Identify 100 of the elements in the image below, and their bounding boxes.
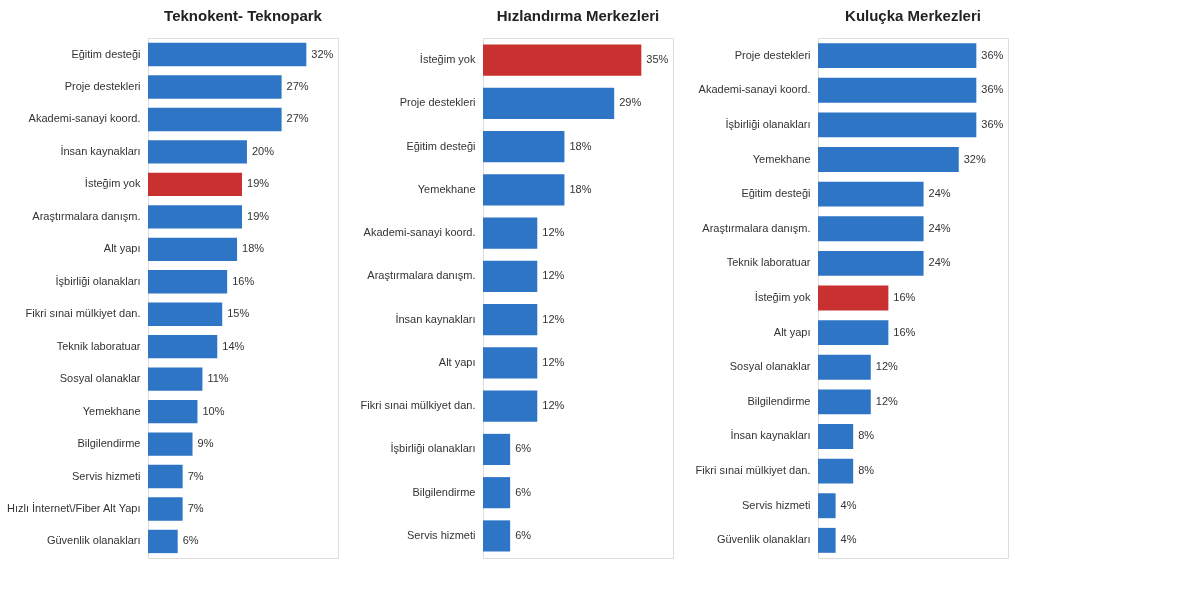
bar — [818, 389, 871, 415]
y-tick-label: Proje destekleri — [399, 96, 476, 109]
data-label: 12% — [875, 360, 899, 373]
y-tick-label: İsteğim yok — [754, 291, 811, 303]
data-label: 32% — [963, 152, 986, 165]
bar — [818, 285, 889, 311]
bar — [148, 302, 223, 326]
y-tick-label: İşbirliği olanakları — [390, 442, 476, 455]
data-label: 6% — [182, 534, 199, 547]
y-tick-label: Teknik laboratuar — [726, 256, 811, 269]
data-label: 35% — [646, 53, 669, 66]
data-label: 12% — [542, 399, 565, 412]
data-label: 36% — [981, 48, 1004, 61]
bar — [483, 217, 538, 249]
chart-title: Teknokent- Teknopark — [164, 7, 323, 24]
data-label: 12% — [542, 355, 565, 368]
y-tick-label: İsteğim yok — [419, 53, 476, 66]
y-tick-label: İnsan kaynakları — [60, 144, 141, 157]
y-tick-label: İnsan kaynakları — [395, 312, 476, 325]
bar — [818, 43, 977, 69]
data-label: 12% — [542, 226, 565, 239]
data-label: 4% — [840, 533, 857, 546]
bar — [148, 75, 282, 99]
y-tick-label: Sosyal olanaklar — [729, 360, 811, 373]
bar — [148, 432, 193, 456]
data-label: 12% — [542, 312, 565, 325]
data-label: 19% — [247, 209, 270, 222]
y-tick-label: Bilgilendirme — [747, 394, 811, 407]
data-label: 14% — [222, 339, 245, 352]
data-label: 12% — [875, 394, 899, 407]
data-label: 16% — [893, 325, 916, 338]
bar — [818, 458, 854, 484]
data-label: 6% — [515, 485, 532, 498]
data-label: 19% — [247, 177, 270, 190]
data-label: 16% — [232, 274, 255, 287]
bar — [148, 464, 183, 489]
y-tick-label: Alt yapı — [438, 355, 476, 368]
bar — [483, 260, 538, 292]
y-tick-label: Hızlı İnternet\/Fiber Alt Yapı — [7, 501, 141, 514]
y-tick-label: Fikri sınai mülkiyet dan. — [695, 464, 811, 477]
y-tick-label: Eğitim desteği — [71, 47, 141, 60]
y-tick-label: Akademi-sanayi koord. — [28, 112, 141, 125]
bar — [483, 87, 615, 119]
bar — [818, 147, 959, 172]
y-tick-label: Güvenlik olanakları — [716, 533, 811, 546]
y-tick-label: Araştırmalara danışm. — [367, 269, 476, 282]
bar — [148, 399, 198, 424]
bar — [483, 174, 565, 206]
bar — [483, 520, 511, 552]
bar — [148, 107, 282, 132]
y-tick-label: Yemekhane — [417, 182, 476, 195]
bar — [148, 270, 228, 294]
bar — [818, 527, 836, 553]
y-tick-label: Araştırmalara danışm. — [702, 221, 811, 234]
y-tick-label: Fikri sınai mülkiyet dan. — [360, 399, 476, 412]
bar — [818, 216, 924, 242]
y-tick-label: Proje destekleri — [64, 80, 141, 93]
data-label: 4% — [840, 498, 857, 511]
data-label: 9% — [197, 437, 214, 450]
y-tick-label: Bilgilendirme — [412, 485, 476, 498]
data-label: 36% — [981, 117, 1004, 130]
data-label: 15% — [227, 307, 250, 320]
bar — [818, 424, 854, 449]
bar — [818, 354, 871, 380]
y-tick-label: Servis hizmeti — [742, 498, 811, 511]
y-tick-label: Akademi-sanayi koord. — [363, 226, 476, 239]
data-label: 24% — [928, 221, 951, 234]
y-tick-label: İsteğim yok — [84, 177, 141, 190]
data-label: 11% — [207, 372, 229, 385]
bar — [148, 237, 238, 261]
y-tick-label: Servis hizmeti — [407, 528, 476, 541]
y-tick-label: Proje destekleri — [734, 48, 811, 61]
data-label: 12% — [542, 269, 565, 282]
data-label: 18% — [569, 139, 592, 152]
data-label: 7% — [187, 501, 204, 514]
bar — [148, 367, 203, 391]
data-label: 36% — [981, 83, 1004, 96]
data-label: 27% — [286, 112, 309, 125]
y-tick-label: Alt yapı — [773, 325, 811, 338]
data-label: 27% — [286, 80, 309, 93]
bar — [483, 477, 511, 509]
y-tick-label: Eğitim desteği — [741, 187, 811, 200]
y-tick-label: Araştırmalara danışm. — [32, 209, 141, 222]
y-tick-label: Akademi-sanayi koord. — [698, 83, 811, 96]
chart-title: Kuluçka Merkezleri — [845, 7, 981, 24]
data-label: 10% — [202, 404, 225, 417]
y-tick-label: İşbirliği olanakları — [725, 117, 811, 130]
data-label: 7% — [187, 469, 204, 482]
data-label: 6% — [515, 528, 532, 541]
y-tick-label: Alt yapı — [103, 242, 141, 255]
y-tick-label: İşbirliği olanakları — [55, 274, 141, 287]
bar — [148, 205, 243, 229]
bar — [148, 529, 178, 554]
chart-title: Hızlandırma Merkezleri — [496, 7, 660, 24]
bar — [483, 304, 538, 336]
bar — [818, 181, 924, 207]
bar — [483, 433, 511, 465]
y-tick-label: Sosyal olanaklar — [59, 372, 141, 385]
data-label: 8% — [858, 429, 875, 442]
data-label: 29% — [619, 96, 642, 109]
